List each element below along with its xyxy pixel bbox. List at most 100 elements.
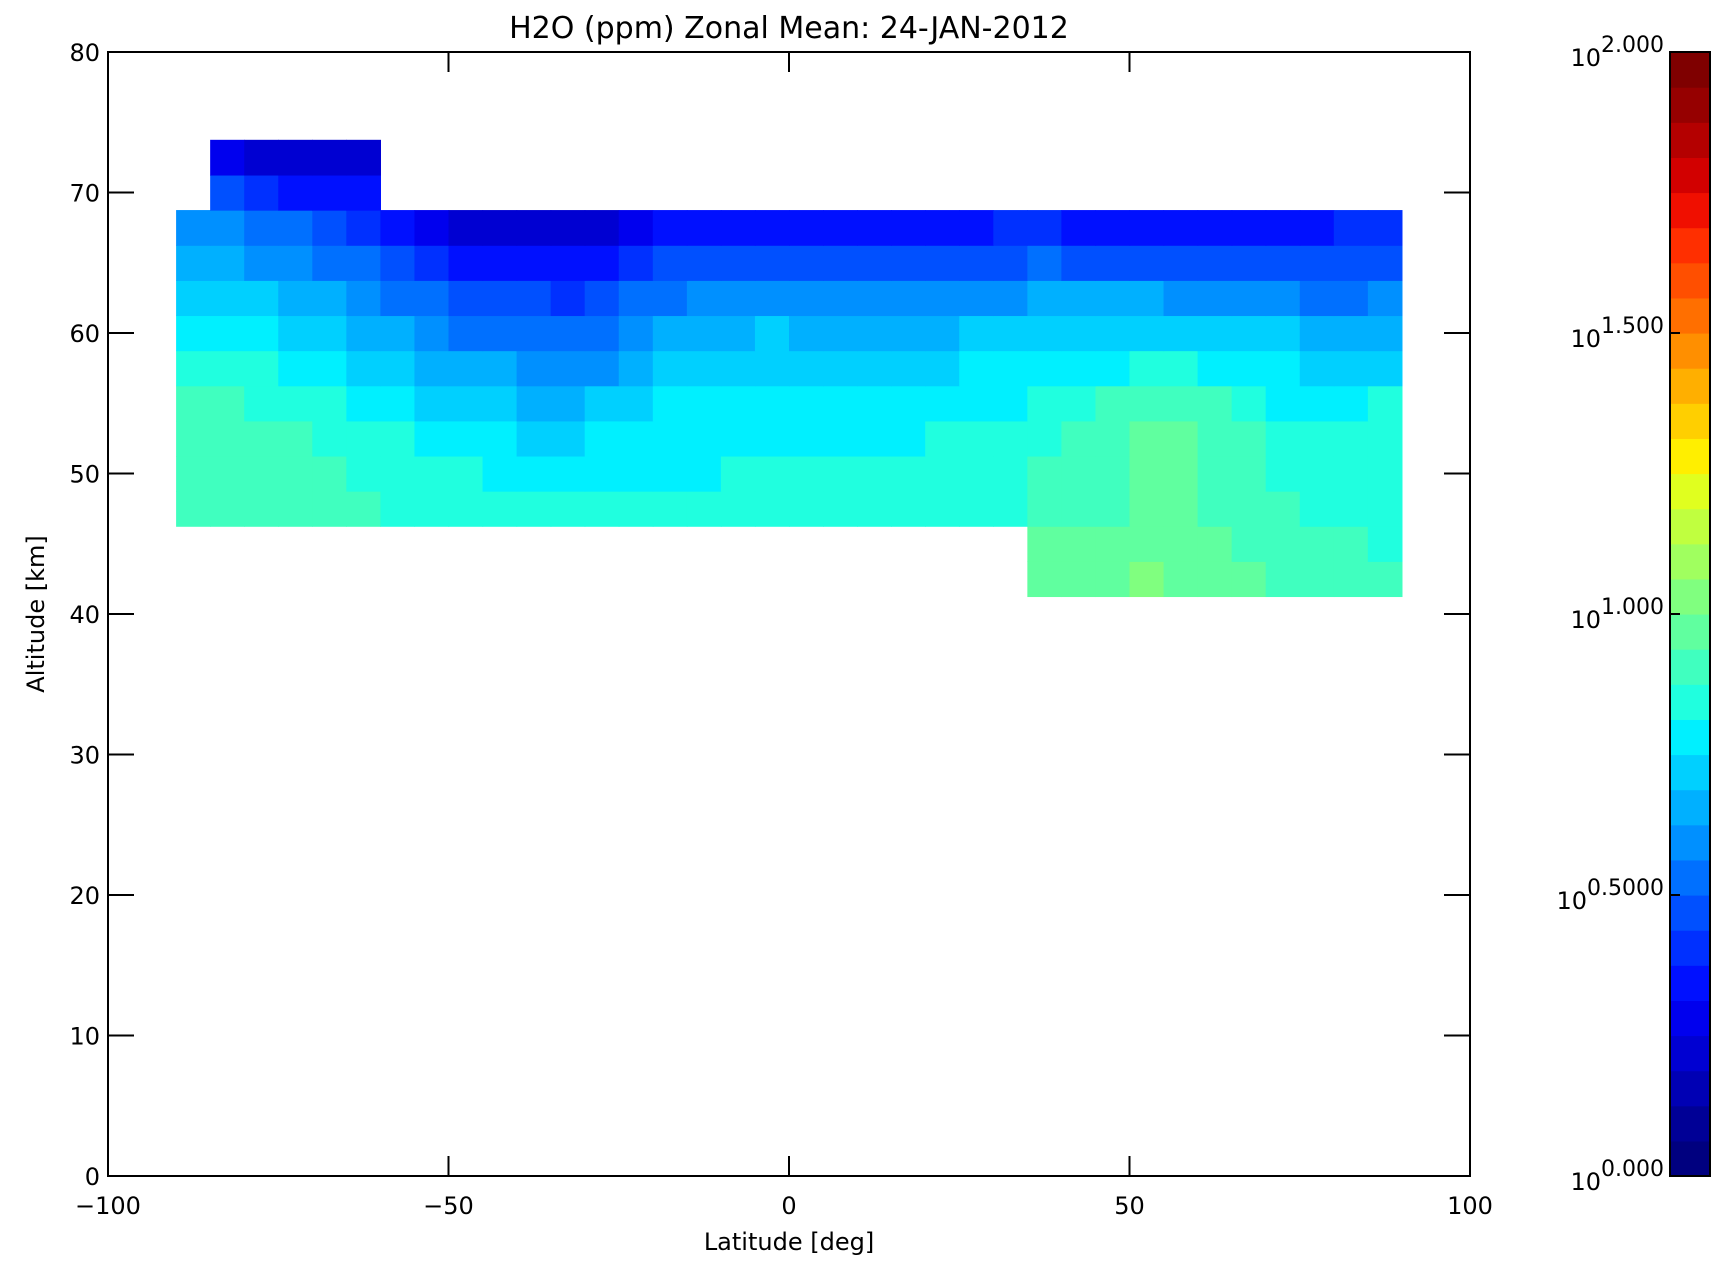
heatmap-cell — [584, 350, 620, 387]
heatmap-cell — [550, 210, 586, 246]
heatmap-cell — [652, 280, 688, 317]
heatmap-cell — [618, 210, 654, 246]
heatmap-cell — [959, 280, 994, 317]
heatmap-cell — [346, 420, 381, 457]
heatmap-cell — [1163, 491, 1199, 527]
heatmap-cell — [380, 350, 416, 387]
heatmap-cell — [686, 280, 722, 317]
heatmap-cell — [1333, 350, 1369, 387]
heatmap-cell — [346, 139, 381, 176]
heatmap-cell — [278, 491, 313, 527]
heatmap-cell — [1299, 385, 1335, 422]
heatmap-cell — [720, 315, 756, 352]
heatmap-cell — [1265, 491, 1301, 527]
colorbar-swatch — [1670, 965, 1710, 1001]
heatmap-cell — [823, 385, 858, 422]
heatmap-cell — [993, 385, 1028, 422]
heatmap-cell — [244, 315, 279, 352]
heatmap-cell — [891, 385, 926, 422]
heatmap-cell — [857, 210, 892, 246]
heatmap-cell — [1231, 561, 1267, 598]
colorbar-swatch — [1670, 192, 1710, 229]
colorbar-swatch — [1670, 508, 1710, 545]
heatmap-cell — [925, 280, 960, 317]
heatmap-cell — [1027, 245, 1062, 281]
heatmap-cell — [244, 420, 279, 457]
heatmap-cell — [959, 420, 994, 457]
heatmap-cell — [959, 245, 994, 281]
heatmap-cell — [346, 280, 381, 317]
heatmap-cell — [516, 491, 552, 527]
heatmap-cell — [1095, 245, 1131, 281]
y-tick-label: 20 — [69, 882, 100, 910]
y-axis-label: Altitude [km] — [22, 535, 50, 692]
y-tick-label: 60 — [69, 320, 100, 348]
colorbar-swatch — [1670, 227, 1710, 264]
heatmap-cell — [1333, 245, 1369, 281]
heatmap-cell — [1333, 526, 1369, 562]
colorbar-swatch — [1670, 824, 1710, 861]
heatmap-cell — [312, 280, 347, 317]
heatmap-cell — [1231, 526, 1267, 562]
heatmap-cell — [584, 420, 620, 457]
heatmap-cell — [1061, 315, 1097, 352]
heatmap-cell — [754, 210, 790, 246]
heatmap-cell — [618, 280, 654, 317]
colorbar-swatch — [1670, 122, 1710, 158]
heatmap-cell — [925, 420, 960, 457]
heatmap-cell — [1197, 385, 1233, 422]
heatmap-cell — [584, 491, 620, 527]
heatmap-cell — [380, 245, 416, 281]
heatmap-cell — [1163, 385, 1199, 422]
x-axis: −100 −50 0 50 100 — [75, 52, 1493, 1220]
colorbar-swatch — [1670, 930, 1710, 966]
heatmap-cell — [823, 245, 858, 281]
heatmap-cell — [1299, 455, 1335, 492]
heatmap-cell — [959, 455, 994, 492]
heatmap-cell — [1299, 561, 1335, 598]
heatmap-cell — [1367, 315, 1403, 352]
heatmap-cell — [244, 455, 279, 492]
heatmap-cell — [278, 139, 313, 176]
heatmap-cell — [448, 491, 484, 527]
heatmap-cell — [1129, 210, 1165, 246]
heatmap-cell — [244, 280, 279, 317]
heatmap-cell — [584, 210, 620, 246]
heatmap-cell — [1061, 385, 1097, 422]
heatmap-cell — [1367, 455, 1403, 492]
heatmap-cell — [618, 455, 654, 492]
heatmap-cell — [346, 491, 381, 527]
heatmap-cell — [686, 455, 722, 492]
heatmap-cell — [1129, 420, 1165, 457]
y-tick-label: 30 — [69, 742, 100, 770]
heatmap-cell — [686, 210, 722, 246]
heatmap-cell — [1299, 420, 1335, 457]
heatmap-cell — [1333, 455, 1369, 492]
heatmap-cell — [1095, 526, 1131, 562]
heatmap-cell — [210, 420, 245, 457]
colorbar-swatch — [1670, 1070, 1710, 1107]
heatmap-cell — [1265, 315, 1301, 352]
heatmap-cell — [482, 245, 518, 281]
heatmap-cell — [380, 420, 416, 457]
x-tick-label: 0 — [781, 1192, 796, 1220]
heatmap-cell — [1367, 561, 1403, 598]
heatmap-cell — [789, 280, 824, 317]
heatmap-cell — [1027, 455, 1062, 492]
heatmap-cell — [244, 174, 279, 211]
heatmap-cell — [720, 455, 756, 492]
heatmap-cell — [550, 245, 586, 281]
heatmap-cell — [823, 455, 858, 492]
heatmap-cell — [1231, 491, 1267, 527]
heatmap-cell — [244, 385, 279, 422]
heatmap-cell — [993, 245, 1028, 281]
heatmap-cell — [720, 385, 756, 422]
heatmap-cell — [652, 315, 688, 352]
heatmap-cell — [278, 385, 313, 422]
heatmap-cell — [1129, 561, 1165, 598]
heatmap-cell — [686, 420, 722, 457]
x-tick-label: −50 — [423, 1192, 474, 1220]
heatmap-cell — [210, 280, 245, 317]
x-tick-label: −100 — [75, 1192, 141, 1220]
heatmap-cell — [993, 350, 1028, 387]
